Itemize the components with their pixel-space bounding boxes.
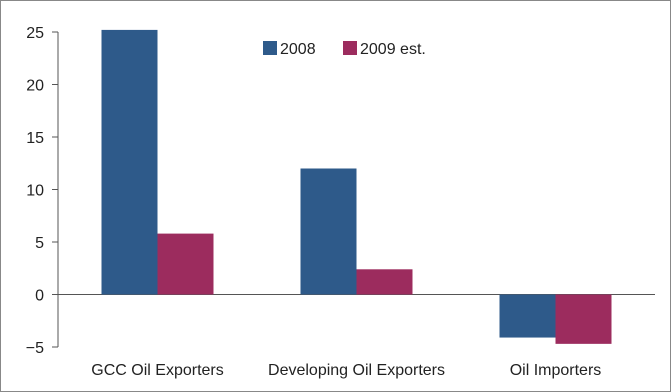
legend-label: 2009 est. xyxy=(360,41,426,58)
label-layer: GCC Oil Exporters Developing Oil Exporter… xyxy=(91,362,601,379)
y-tick-label: 5 xyxy=(35,235,44,252)
legend: 2008 2009 est. xyxy=(263,41,426,58)
bar xyxy=(356,269,413,295)
bar xyxy=(157,233,214,295)
bar xyxy=(499,294,556,338)
bar xyxy=(555,294,612,344)
category-label: Developing Oil Exporters xyxy=(268,362,445,379)
legend-swatch xyxy=(343,41,357,55)
y-tick-label: 0 xyxy=(35,288,44,305)
bar xyxy=(101,29,158,295)
category-label: Oil Importers xyxy=(510,362,602,379)
bar-layer xyxy=(101,29,612,344)
category-label: GCC Oil Exporters xyxy=(91,362,223,379)
legend-label: 2008 xyxy=(280,41,316,58)
legend-swatch xyxy=(263,41,277,55)
y-tick-label: 15 xyxy=(26,130,44,147)
y-tick-label: −5 xyxy=(26,340,44,357)
y-tick-label: 10 xyxy=(26,183,44,200)
y-tick-label: 20 xyxy=(26,78,44,95)
bar xyxy=(300,168,357,295)
y-tick-label: 25 xyxy=(26,25,44,42)
